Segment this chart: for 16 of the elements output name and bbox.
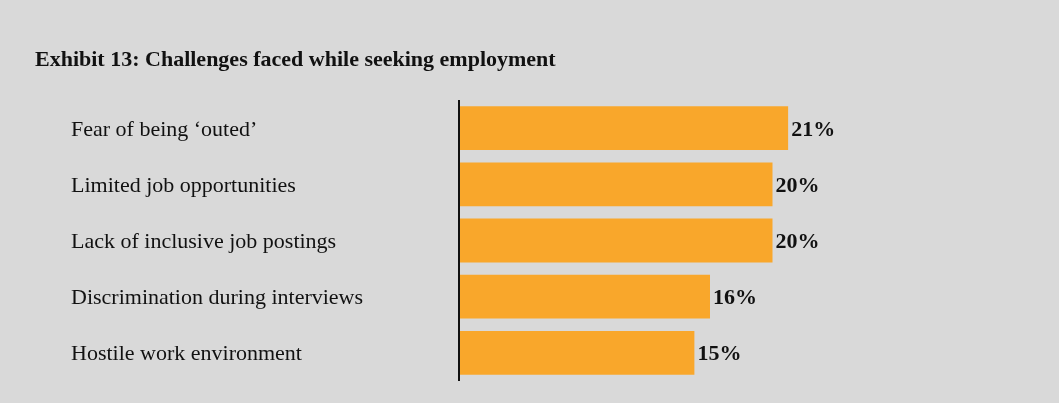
data-label: 16% <box>713 284 757 310</box>
bar <box>460 218 773 263</box>
bar <box>460 106 789 151</box>
y-tick-label: Fear of being ‘outed’ <box>71 116 258 141</box>
y-tick-label: Discrimination during interviews <box>71 284 364 309</box>
bar <box>460 330 695 375</box>
bar <box>460 274 710 319</box>
data-label: 15% <box>697 340 742 366</box>
data-label: 21% <box>791 115 836 141</box>
y-tick-label: Limited job opportunities <box>71 172 296 197</box>
data-label: 20% <box>775 171 820 197</box>
chart-title: Exhibit 13: Challenges faced while seeking employment <box>35 45 557 71</box>
y-tick-label: Hostile work environment <box>71 340 302 365</box>
data-label: 20% <box>775 228 820 253</box>
y-tick-label: Lack of inclusive job postings <box>71 228 337 253</box>
bar <box>460 162 773 207</box>
